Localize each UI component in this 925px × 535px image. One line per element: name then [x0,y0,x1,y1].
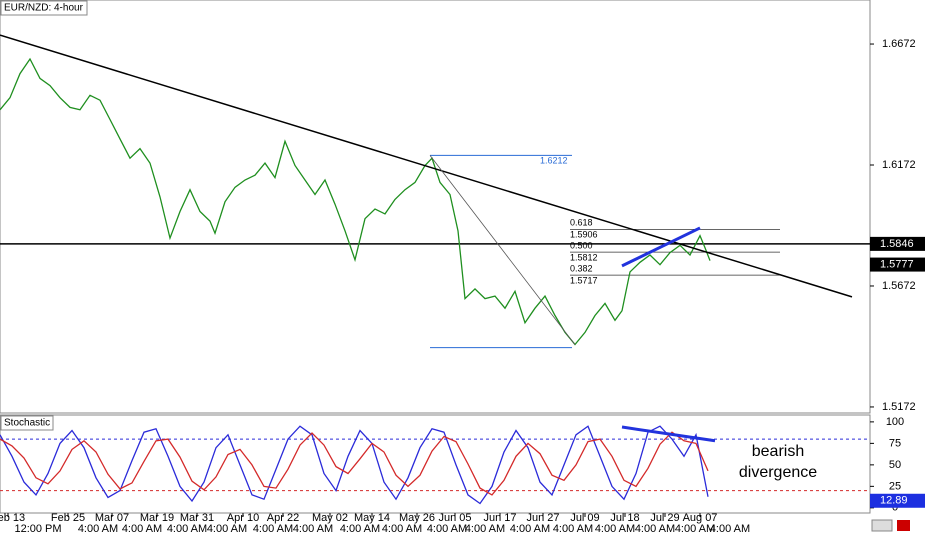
x-time-label: 4:00 AM [427,523,467,535]
x-tick-label: May 02 [312,512,348,524]
x-tick-label: Mar 19 [140,512,174,524]
data-line [0,425,709,505]
x-tick-label: Jul 09 [570,512,599,524]
price-box [870,493,925,508]
fib-price: 1.5717 [570,275,598,285]
x-tick-label: Jun 27 [526,512,559,524]
y-tick-label: 100 [886,416,904,428]
x-tick-label: Jul 18 [610,512,639,524]
fib-price: 1.5906 [570,230,598,240]
y-tick-label: 1.6172 [882,159,916,171]
data-line [0,431,709,496]
x-tick-label: Feb 13 [0,512,25,524]
fib-ratio: 0.618 [570,218,593,228]
x-time-label: 4:00 AM [340,523,380,535]
x-time-label: 4:00 AM [710,523,750,535]
x-tick-label: May 26 [399,512,435,524]
y-tick-label: 1.5172 [882,401,916,413]
price-label: 1.5846 [880,238,914,250]
x-tick-label: May 14 [354,512,390,524]
x-time-label: 4:00 AM [595,523,635,535]
data-line [0,57,711,346]
x-tick-label: Mar 31 [180,512,214,524]
annotation: bearish [752,443,804,460]
x-time-label: 4:00 AM [382,523,422,535]
y-tick-label: 1.6672 [882,38,916,50]
fib-ratio: 0.382 [570,263,593,273]
y-tick-label: 1.5672 [882,280,916,292]
annotation: divergence [739,464,817,481]
panel-title: Stochastic [4,418,50,429]
x-tick-label: Aug 07 [683,512,718,524]
x-tick-label: Feb 25 [51,512,85,524]
x-time-label: 4:00 AM [207,523,247,535]
price-panel [0,0,871,414]
scroll-button[interactable] [871,519,893,532]
x-time-label: 4:00 AM [510,523,550,535]
y-tick-label: 25 [889,480,901,492]
x-time-label: 4:00 AM [167,523,207,535]
fib-price: 1.5812 [570,252,598,262]
x-time-label: 4:00 AM [253,523,293,535]
y-tick-label: 50 [889,459,901,471]
x-tick-label: Apr 10 [227,512,259,524]
trend-line [621,425,716,443]
x-time-label: 4:00 AM [465,523,505,535]
trend-line [429,155,576,346]
scroll-button[interactable] [897,520,910,531]
x-time-label: 4:00 AM [293,523,333,535]
price-box [870,236,925,251]
x-tick-label: Jun 17 [483,512,516,524]
y-tick-label: 75 [889,437,901,449]
x-tick-label: Apr 22 [267,512,299,524]
x-time-label: 4:00 AM [675,523,715,535]
title-box [0,0,88,16]
fib-ratio: 0.500 [570,240,593,250]
price-box [870,257,925,272]
price-label: 1.5777 [880,258,914,270]
trend-line [0,34,853,298]
price-label: 12.89 [880,495,908,507]
x-time-label: 12:00 PM [14,523,61,535]
fib-label: 1.6212 [540,156,568,166]
trend-line [621,226,701,268]
chart-title: EUR/NZD: 4-hour [4,3,84,14]
x-tick-label: Mar 07 [95,512,129,524]
x-time-label: 4:00 AM [122,523,162,535]
title-box [0,415,54,431]
x-time-label: 4:00 AM [635,523,675,535]
x-time-label: 4:00 AM [553,523,593,535]
x-time-label: 4:00 AM [78,523,118,535]
x-tick-label: Jul 29 [650,512,679,524]
x-tick-label: Jun 05 [438,512,471,524]
